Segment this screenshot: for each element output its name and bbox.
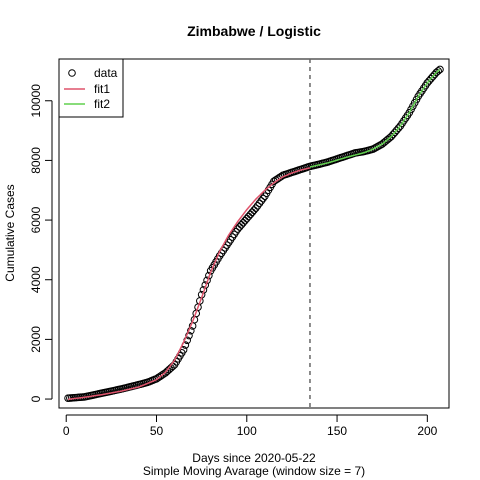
data-point: [237, 221, 246, 229]
legend-fit2-label: fit2: [94, 97, 110, 111]
fit1-line: [67, 167, 311, 401]
data-point: [246, 210, 255, 219]
data-point: [185, 331, 193, 340]
plot-frame: [58, 58, 450, 409]
x-axis-label: Days since 2020-05-22: [192, 451, 316, 465]
data-point: [434, 67, 442, 75]
data-point: [242, 214, 251, 223]
x-tick-label: 0: [63, 424, 70, 438]
data-point: [436, 65, 444, 74]
data-point: [250, 206, 258, 215]
data-point: [248, 208, 256, 217]
y-tick-label: 8000: [29, 147, 43, 174]
data-point: [239, 218, 247, 227]
legend-box: [58, 58, 124, 118]
data-point: [394, 124, 403, 133]
data-point: [257, 197, 266, 205]
y-axis-label: Cumulative Cases: [3, 184, 17, 281]
data-point: [241, 216, 249, 225]
x-axis-sublabel: Simple Moving Avarage (window size = 7): [143, 464, 365, 478]
data-point: [259, 194, 267, 203]
data-point: [255, 199, 264, 208]
legend-fit1-label: fit1: [94, 82, 110, 96]
data-point: [252, 204, 260, 212]
legend-data-symbol: [68, 69, 76, 77]
data-point: [235, 223, 244, 231]
data-point: [374, 142, 383, 150]
fit2-line: [309, 68, 441, 168]
x-tick-label: 50: [150, 424, 164, 438]
y-tick-label: 4000: [29, 266, 43, 293]
y-axis: 0 2000 4000 6000 8000 10000: [29, 84, 53, 402]
legend: data fit1 fit2: [58, 58, 124, 118]
chart-title: Zimbabwe / Logistic: [187, 23, 321, 39]
y-tick-label: 10000: [29, 84, 43, 118]
data-points: [64, 65, 444, 402]
legend-data-label: data: [94, 66, 118, 80]
x-tick-label: 200: [417, 424, 437, 438]
x-tick-label: 100: [237, 424, 257, 438]
y-tick-label: 0: [29, 395, 43, 402]
y-tick-label: 6000: [29, 206, 43, 233]
x-axis: 0 50 100 150 200: [63, 414, 438, 438]
data-point: [253, 201, 262, 210]
data-point: [244, 212, 253, 221]
y-tick-label: 2000: [29, 326, 43, 353]
x-tick-label: 150: [327, 424, 347, 438]
